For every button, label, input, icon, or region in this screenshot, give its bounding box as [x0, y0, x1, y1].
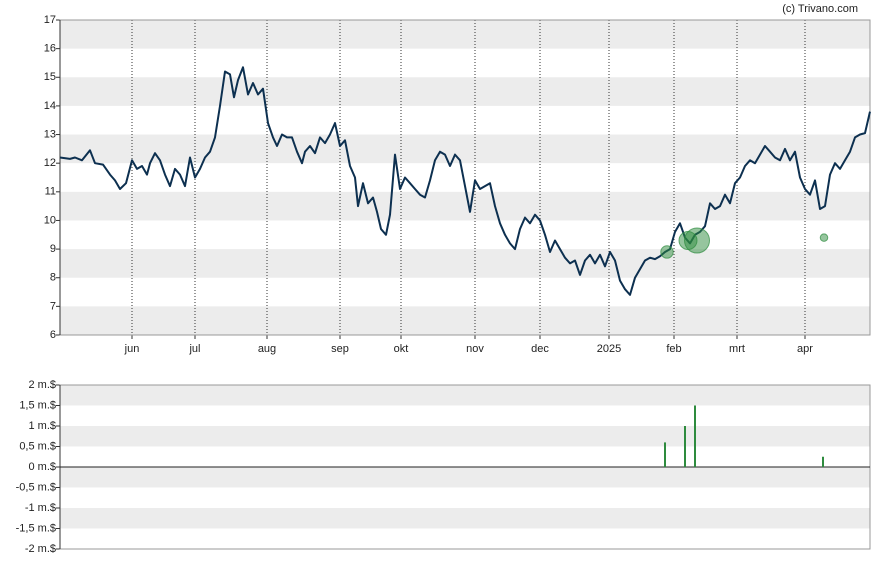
y-tick-label: 16: [44, 43, 56, 55]
grid-band: [60, 77, 870, 106]
grid-band: [60, 426, 870, 447]
y-tick-label: -1 m.$: [25, 502, 56, 514]
y-tick-label: -2 m.$: [25, 543, 56, 555]
x-tick-label: feb: [666, 343, 681, 355]
credit: (c) Trivano.com: [782, 3, 858, 15]
y-tick-label: 13: [44, 128, 56, 140]
volume-bar: [664, 442, 666, 467]
y-tick-label: 6: [50, 329, 56, 341]
grid-band: [60, 191, 870, 221]
volume-marker: [819, 233, 829, 242]
y-tick-label: -0,5 m.$: [16, 481, 56, 493]
grid-band: [60, 508, 870, 529]
y-tick-label: 2 m.$: [28, 379, 56, 391]
x-tick-label: jun: [124, 343, 140, 355]
y-tick-label: 8: [50, 272, 56, 284]
y-tick-label: 14: [44, 100, 56, 112]
y-tick-label: 1 m.$: [28, 420, 56, 432]
grid-band: [60, 20, 870, 49]
x-tick-label: dec: [531, 343, 549, 355]
price-line: [59, 66, 871, 296]
y-tick-label: 11: [45, 186, 56, 198]
grid-band: [60, 249, 870, 278]
x-tick-label: mrt: [729, 343, 745, 355]
x-tick-label: sep: [331, 343, 349, 355]
grid-band: [60, 467, 870, 488]
y-tick-label: 15: [44, 71, 56, 83]
y-tick-label: -1,5 m.$: [16, 522, 56, 534]
volume-bar: [684, 426, 686, 467]
x-tick-label: apr: [797, 343, 813, 355]
y-tick-label: 1,5 m.$: [19, 399, 56, 411]
y-tick-label: 0,5 m.$: [19, 440, 56, 452]
x-tick-label: 2025: [597, 343, 621, 355]
x-tick-label: nov: [466, 343, 484, 355]
y-tick-label: 0 m.$: [28, 461, 56, 473]
grid-band: [60, 385, 870, 406]
volume-bar: [822, 456, 824, 467]
x-tick-label: okt: [394, 343, 409, 355]
volume-marker: [660, 245, 674, 259]
y-tick-label: 12: [44, 157, 56, 169]
y-tick-label: 9: [50, 243, 56, 255]
grid-band: [60, 134, 870, 164]
volume-marker: [684, 227, 710, 254]
x-tick-label: aug: [258, 343, 276, 355]
y-tick-label: 7: [50, 300, 56, 312]
x-tick-label: jul: [188, 343, 200, 355]
y-tick-label: 10: [44, 214, 56, 226]
y-tick-label: 17: [44, 14, 56, 26]
volume-bar: [694, 405, 696, 467]
grid-band: [60, 306, 870, 335]
